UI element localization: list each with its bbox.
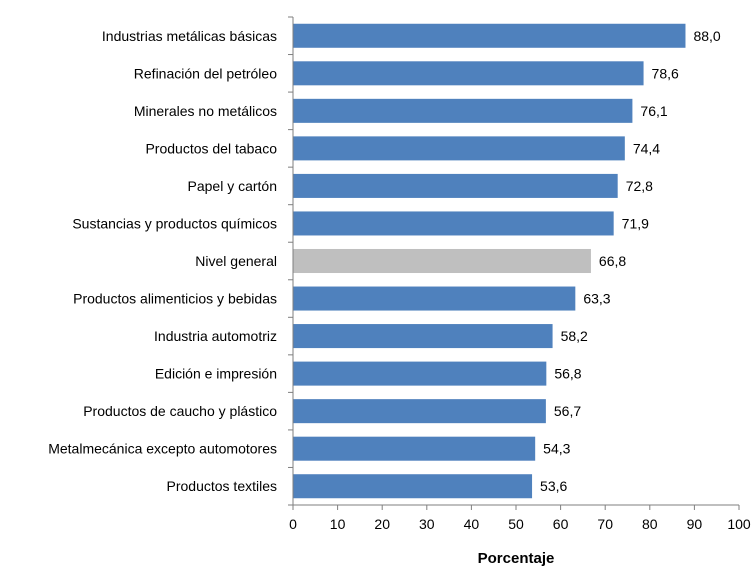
value-label: 58,2 — [561, 328, 588, 344]
category-labels: Industrias metálicas básicas Refinación d… — [48, 28, 277, 494]
x-tick-marks — [292, 505, 740, 510]
x-tick-label: 70 — [597, 516, 613, 532]
y-tick-marks — [288, 16, 293, 506]
category-label: Productos textiles — [167, 478, 278, 494]
value-labels: 88,0 78,6 76,1 74,4 72,8 71,9 66,8 63,3 58,2 56,8… — [540, 28, 721, 494]
value-label: 66,8 — [599, 253, 626, 269]
category-label: Metalmecánica excepto automotores — [48, 441, 277, 457]
category-label: Refinación del petróleo — [134, 65, 277, 81]
x-axis-title: Porcentaje — [478, 550, 555, 567]
x-tick-label: 0 — [289, 516, 297, 532]
value-label: 54,3 — [543, 441, 570, 457]
category-label: Productos del tabaco — [145, 140, 277, 156]
value-label: 74,4 — [633, 140, 660, 156]
x-tick-label: 20 — [374, 516, 390, 532]
value-label: 78,6 — [652, 65, 679, 81]
bar — [293, 286, 576, 311]
category-label: Sustancias y productos químicos — [72, 215, 277, 231]
category-label: Productos de caucho y plástico — [83, 403, 277, 419]
value-label: 76,1 — [640, 103, 667, 119]
value-label: 88,0 — [693, 28, 720, 44]
category-label: Industria automotriz — [154, 328, 277, 344]
x-tick-label: 10 — [330, 516, 346, 532]
category-label: Nivel general — [195, 253, 277, 269]
bar — [293, 211, 614, 236]
category-label: Edición e impresión — [155, 366, 277, 382]
x-tick-label: 100 — [727, 516, 751, 532]
bar — [293, 173, 618, 198]
bar — [293, 324, 553, 349]
category-label: Papel y cartón — [188, 178, 278, 194]
bar — [293, 61, 644, 86]
bars — [293, 23, 686, 499]
value-label: 56,7 — [554, 403, 581, 419]
category-label: Industrias metálicas básicas — [102, 28, 277, 44]
value-label: 63,3 — [583, 291, 610, 307]
bar — [293, 361, 547, 386]
value-label: 72,8 — [626, 178, 653, 194]
bar-highlight — [293, 248, 591, 274]
category-label: Productos alimenticios y bebidas — [73, 291, 277, 307]
value-label: 53,6 — [540, 478, 567, 494]
value-label: 71,9 — [622, 215, 649, 231]
category-label: Minerales no metálicos — [134, 103, 277, 119]
x-tick-labels: 0 10 20 30 40 50 60 70 80 90 100 — [289, 516, 751, 532]
x-tick-label: 80 — [642, 516, 658, 532]
bar — [293, 23, 686, 48]
value-label: 56,8 — [554, 366, 581, 382]
x-tick-label: 90 — [687, 516, 703, 532]
bar — [293, 98, 633, 123]
x-tick-label: 30 — [419, 516, 435, 532]
x-tick-label: 40 — [464, 516, 480, 532]
bar — [293, 474, 533, 499]
bar — [293, 436, 536, 461]
x-tick-label: 50 — [508, 516, 524, 532]
x-tick-label: 60 — [553, 516, 569, 532]
bar — [293, 399, 546, 424]
bar — [293, 136, 625, 161]
